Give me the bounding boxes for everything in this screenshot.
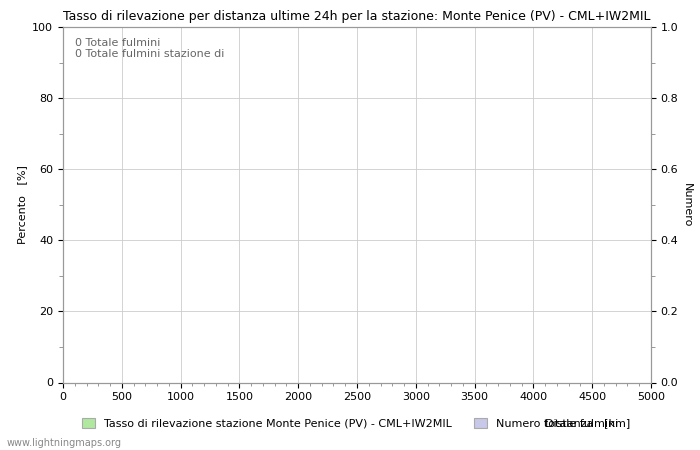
Text: www.lightningmaps.org: www.lightningmaps.org xyxy=(7,438,122,448)
Text: 0 Totale fulmini
0 Totale fulmini stazione di: 0 Totale fulmini 0 Totale fulmini stazio… xyxy=(75,38,224,59)
Y-axis label: Numero: Numero xyxy=(682,183,692,227)
Text: Distanza   [km]: Distanza [km] xyxy=(545,418,630,428)
Y-axis label: Percento   [%]: Percento [%] xyxy=(17,165,27,244)
Legend: Tasso di rilevazione stazione Monte Penice (PV) - CML+IW2MIL, Numero totale fulm: Tasso di rilevazione stazione Monte Peni… xyxy=(77,414,623,433)
Title: Tasso di rilevazione per distanza ultime 24h per la stazione: Monte Penice (PV) : Tasso di rilevazione per distanza ultime… xyxy=(63,10,651,23)
